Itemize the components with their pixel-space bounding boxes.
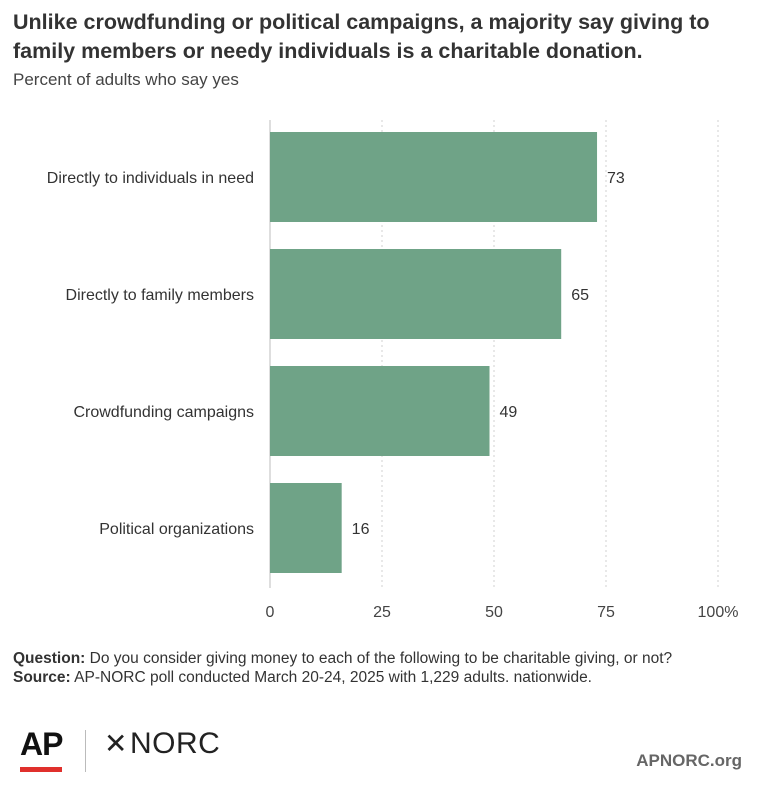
question-note: Question: Do you consider giving money t… bbox=[13, 649, 758, 668]
norc-star-icon: ✕ bbox=[104, 728, 128, 759]
bar bbox=[270, 132, 598, 222]
source-text: AP-NORC poll conducted March 20-24, 2025… bbox=[74, 669, 592, 686]
question-text: Do you consider giving money to each of … bbox=[89, 650, 673, 667]
ap-logo: AP bbox=[20, 726, 63, 762]
chart-notes: Question: Do you consider giving money t… bbox=[13, 649, 758, 687]
tick-label: 75 bbox=[597, 604, 615, 621]
source-note: Source: AP-NORC poll conducted March 20-… bbox=[13, 668, 758, 687]
norc-logo-text: NORC bbox=[129, 727, 221, 760]
tick-label: 100% bbox=[698, 604, 739, 621]
bar bbox=[270, 483, 342, 573]
bar bbox=[270, 366, 490, 456]
ap-logo-underline bbox=[20, 767, 62, 772]
value-label: 16 bbox=[352, 521, 370, 538]
logo-divider bbox=[85, 730, 86, 772]
bar bbox=[270, 249, 562, 339]
category-label: Political organizations bbox=[99, 521, 254, 538]
category-label: Crowdfunding campaigns bbox=[73, 404, 254, 421]
tick-label: 0 bbox=[266, 604, 275, 621]
norc-logo: ✕NORC bbox=[104, 727, 220, 761]
category-label: Directly to family members bbox=[66, 287, 254, 304]
tick-label: 25 bbox=[373, 604, 391, 621]
category-label: Directly to individuals in need bbox=[47, 170, 254, 187]
chart-title: Unlike crowdfunding or political campaig… bbox=[13, 10, 710, 63]
value-label: 73 bbox=[607, 170, 625, 187]
site-link[interactable]: APNORC.org bbox=[636, 751, 742, 770]
tick-label: 50 bbox=[485, 604, 503, 621]
value-label: 49 bbox=[500, 404, 518, 421]
value-label: 65 bbox=[571, 287, 589, 304]
bar-chart: Directly to individuals in need 73 Directl… bbox=[47, 120, 739, 621]
chart-subtitle: Percent of adults who say yes bbox=[13, 70, 239, 89]
question-label: Question: bbox=[13, 650, 86, 667]
source-label: Source: bbox=[13, 669, 71, 686]
